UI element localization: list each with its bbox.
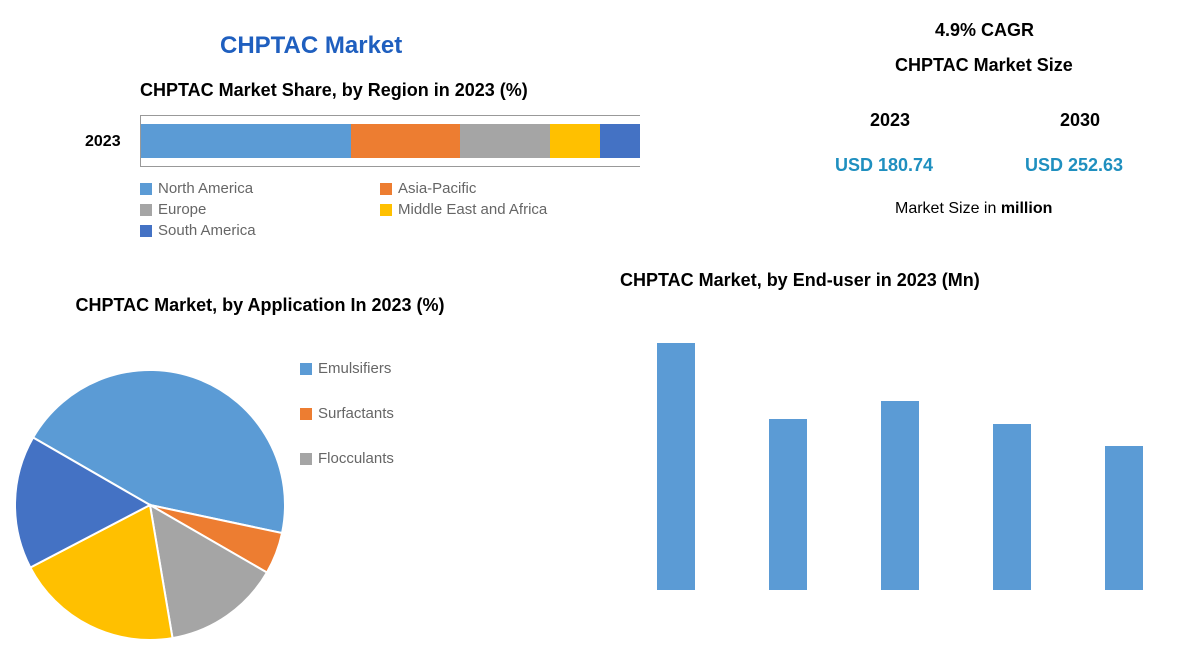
region-year-label: 2023 [85,133,121,151]
market-size-unit: Market Size in million [895,200,1052,218]
stat-year-2: 2030 [1060,110,1100,131]
application-legend: Emulsifiers Surfactants Flocculants [300,360,394,495]
region-stacked-bar: 2023 [90,115,640,167]
enduser-chart-title: CHPTAC Market, by End-user in 2023 (Mn) [620,270,980,291]
legend-swatch [300,408,312,420]
legend-swatch [140,225,152,237]
legend-item: South America [140,222,380,239]
region-segment [141,124,351,158]
enduser-bar [769,419,807,590]
market-size-title: CHPTAC Market Size [895,55,1073,76]
stat-value-2: USD 252.63 [1025,155,1123,176]
legend-item: Flocculants [300,450,394,467]
cagr-text: 4.9% CAGR [935,20,1034,41]
enduser-bar [657,343,695,591]
enduser-bar [881,401,919,590]
enduser-bar [1105,446,1143,590]
region-chart-title: CHPTAC Market Share, by Region in 2023 (… [140,80,528,101]
stat-year-1: 2023 [870,110,910,131]
legend-swatch [300,453,312,465]
legend-swatch [380,183,392,195]
region-segment [550,124,600,158]
application-pie-chart [10,365,290,645]
legend-label: North America [158,180,253,197]
region-segment [351,124,461,158]
legend-item: Surfactants [300,405,394,422]
region-segment [600,124,640,158]
enduser-bar [993,424,1031,591]
stat-value-1: USD 180.74 [835,155,933,176]
region-segment [460,124,550,158]
legend-item: North America [140,180,380,197]
legend-label: Europe [158,201,206,218]
legend-label: Middle East and Africa [398,201,547,218]
main-title: CHPTAC Market [220,32,402,60]
application-chart-title: CHPTAC Market, by Application In 2023 (%… [70,295,450,316]
legend-item: Asia-Pacific [380,180,620,197]
legend-swatch [380,204,392,216]
legend-item: Europe [140,201,380,218]
legend-swatch [140,204,152,216]
enduser-bar-chart [620,320,1180,590]
legend-item: Emulsifiers [300,360,394,377]
legend-label: Surfactants [318,405,394,422]
legend-swatch [300,363,312,375]
legend-swatch [140,183,152,195]
legend-item: Middle East and Africa [380,201,620,218]
region-legend: North America Asia-Pacific Europe Middle Ea… [140,180,620,243]
legend-label: Asia-Pacific [398,180,476,197]
legend-label: South America [158,222,256,239]
legend-label: Emulsifiers [318,360,391,377]
legend-label: Flocculants [318,450,394,467]
